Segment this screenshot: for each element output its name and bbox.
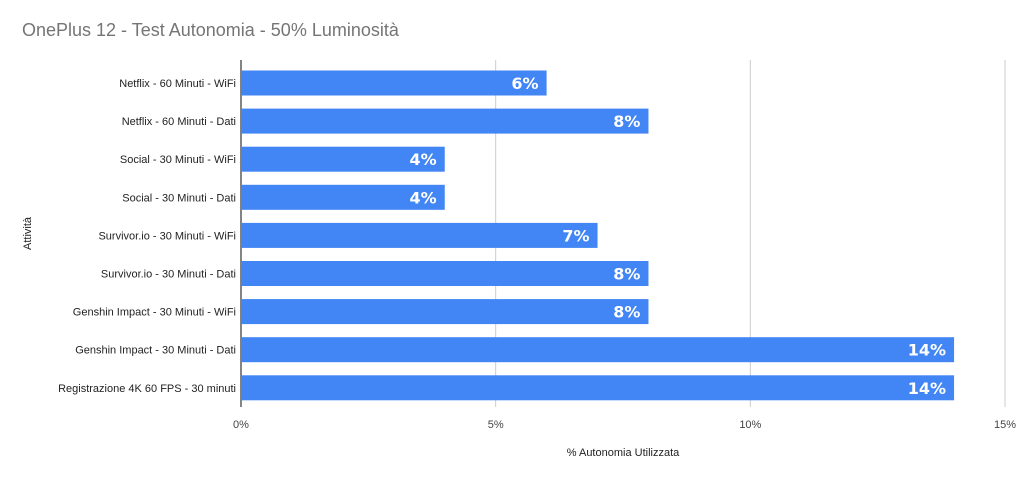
bar: [241, 146, 445, 172]
bar: [241, 337, 955, 363]
bar-data-label: 6%: [511, 74, 538, 93]
category-label: Social - 30 Minuti - Dati: [122, 192, 236, 204]
category-label: Netflix - 60 Minuti - Dati: [122, 116, 236, 128]
x-tick-label: 15%: [994, 419, 1016, 431]
bar: [241, 261, 649, 286]
y-axis-title: Attività: [22, 216, 34, 250]
bar-data-label: 8%: [613, 303, 640, 322]
x-tick-label: 0%: [233, 419, 249, 431]
category-labels: Netflix - 60 Minuti - WiFi Netflix - 60 M…: [58, 78, 236, 395]
x-tick-label: 5%: [488, 419, 504, 431]
bar-data-label: 14%: [908, 341, 946, 360]
category-label: Survivor.io - 30 Minuti - Dati: [101, 269, 236, 281]
bar: [241, 108, 649, 134]
x-tick-label: 10%: [739, 419, 761, 431]
bar-data-label: 4%: [410, 188, 437, 207]
x-tick-labels: 0% 5% 10% 15%: [233, 419, 1016, 431]
bar: [241, 70, 547, 96]
category-label: Genshin Impact - 30 Minuti - WiFi: [73, 307, 236, 319]
bar: [241, 375, 955, 401]
category-label: Survivor.io - 30 Minuti - WiFi: [98, 230, 236, 242]
x-axis-title: % Autonomia Utilizzata: [567, 447, 680, 459]
bar: [241, 222, 598, 248]
bar: [241, 184, 445, 210]
bar: [241, 299, 649, 325]
bar-data-label: 4%: [410, 150, 437, 169]
chart-title: OnePlus 12 - Test Autonomia - 50% Lumino…: [22, 20, 399, 40]
category-label: Netflix - 60 Minuti - WiFi: [119, 78, 236, 90]
category-label: Social - 30 Minuti - WiFi: [120, 154, 236, 166]
bar-data-label: 7%: [562, 226, 589, 245]
bar-data-label: 14%: [908, 379, 946, 398]
category-label: Genshin Impact - 30 Minuti - Dati: [75, 345, 236, 357]
bar-data-label: 8%: [613, 112, 640, 131]
bar-data-label: 8%: [613, 265, 640, 284]
bars: 6% 8% 4% 4% 7% 8% 8% 14% 14%: [241, 70, 955, 401]
category-label: Registrazione 4K 60 FPS - 30 minuti: [58, 383, 236, 395]
